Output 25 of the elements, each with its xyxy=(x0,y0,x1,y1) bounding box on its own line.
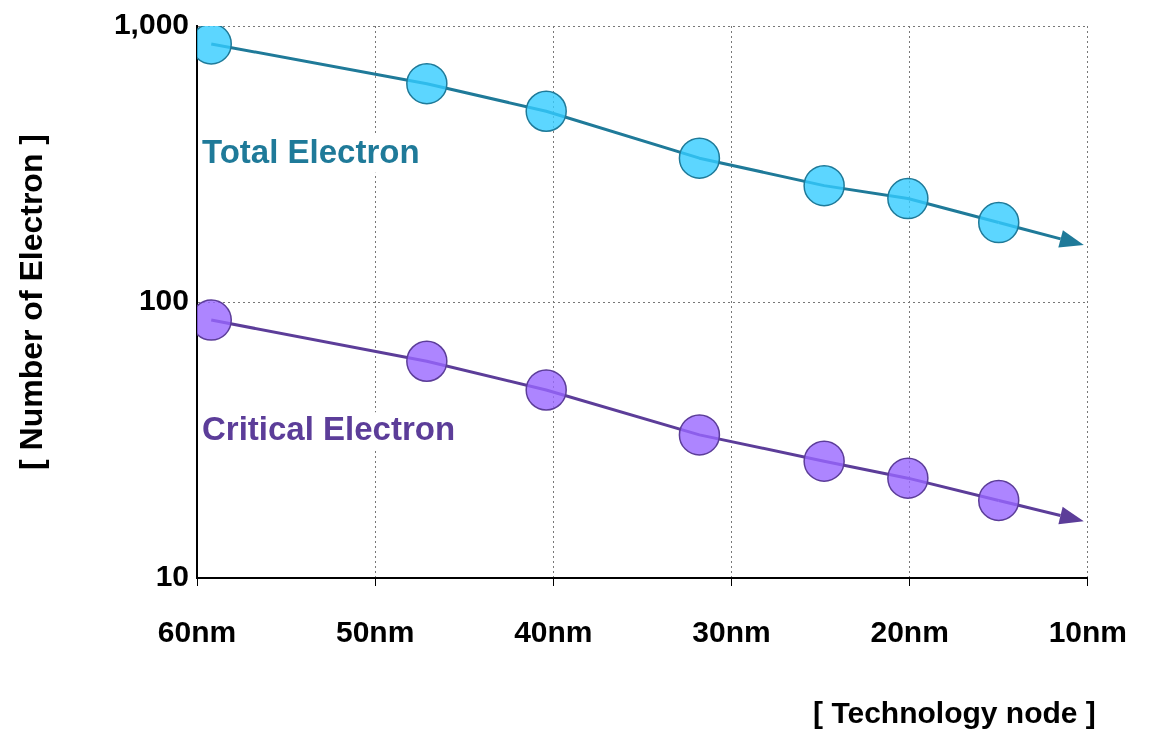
point xyxy=(525,90,567,133)
x-tick-label: 50nm xyxy=(335,615,415,649)
x-tick-label: 10nm xyxy=(1048,615,1127,649)
y-axis-title: [ Number of Electron ] xyxy=(13,133,50,471)
x-tick-label: 40nm xyxy=(514,615,593,649)
series-label: Total Electron xyxy=(202,132,420,170)
point xyxy=(406,62,448,105)
x-axis-title: [ Technology node ] xyxy=(813,696,1096,730)
x-tick-label: 20nm xyxy=(870,615,949,649)
point xyxy=(803,164,845,207)
y-tick-label: 10 xyxy=(155,559,189,593)
point xyxy=(525,369,567,411)
point xyxy=(887,177,929,220)
point xyxy=(977,201,1020,244)
point xyxy=(406,340,448,382)
y-tick-label: 1,000 xyxy=(113,7,189,41)
point xyxy=(678,414,721,456)
y-tick-label: 100 xyxy=(138,283,189,317)
x-tick-label: 60nm xyxy=(157,615,237,649)
x-tick-label: 30nm xyxy=(692,615,771,649)
series-label: Critical Electron xyxy=(202,410,456,448)
point xyxy=(977,479,1020,522)
point xyxy=(678,137,721,179)
point xyxy=(803,440,845,482)
point xyxy=(887,457,929,499)
